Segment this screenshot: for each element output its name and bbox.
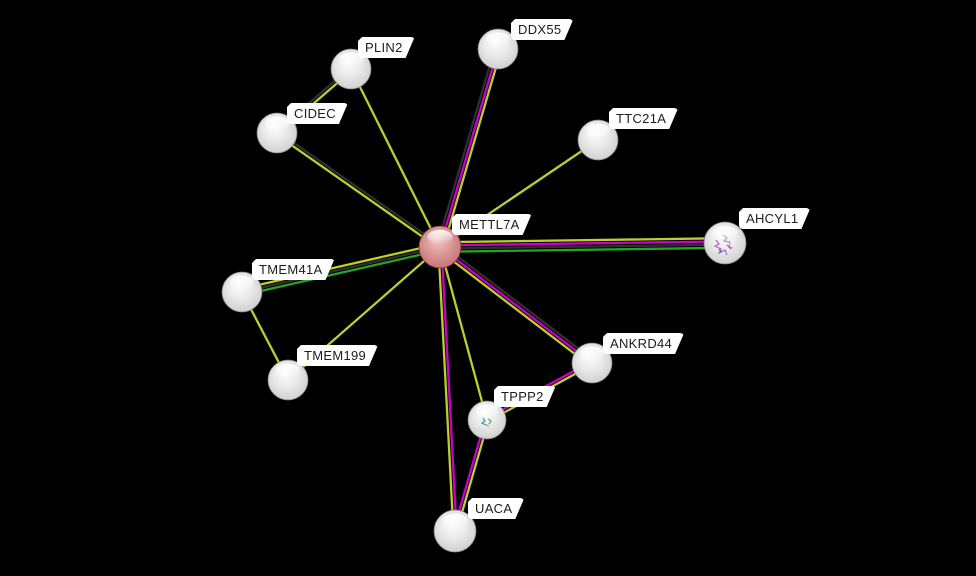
edge-line-neighborhood[interactable] — [440, 246, 726, 253]
sphere-gloss-highlight — [712, 225, 738, 241]
protein-structure-icon — [487, 418, 492, 425]
edge-mettl7a-tmem41a[interactable] — [241, 242, 441, 297]
edge-mettl7a-ankrd44[interactable] — [437, 243, 595, 367]
node-tppp2[interactable] — [467, 400, 507, 440]
edge-line-experiments[interactable] — [438, 48, 500, 248]
sphere-gloss-highlight — [339, 52, 363, 67]
edge-line-experiments[interactable] — [439, 246, 593, 364]
edge-mettl7a-ddx55[interactable] — [435, 47, 503, 249]
sphere-gloss-highlight — [427, 229, 453, 245]
node-label-tmem41a[interactable]: TMEM41A — [252, 259, 335, 280]
node-label-uaca[interactable]: UACA — [468, 498, 524, 519]
node-tmem199[interactable] — [267, 359, 309, 401]
sphere-gloss-highlight — [276, 363, 300, 378]
node-label-ddx55[interactable]: DDX55 — [511, 19, 573, 40]
edge-mettl7a-ahcyl1[interactable] — [439, 237, 726, 253]
edge-line-textmining[interactable] — [275, 133, 440, 250]
sphere-gloss-highlight — [230, 275, 254, 290]
edge-line-neighborhood[interactable] — [242, 248, 441, 297]
sphere-gloss-highlight — [486, 32, 510, 47]
node-label-plin2[interactable]: PLIN2 — [358, 37, 415, 58]
node-ttc21a[interactable] — [577, 119, 619, 161]
sphere-gloss-highlight — [580, 346, 604, 361]
node-mettl7a[interactable] — [418, 225, 462, 269]
node-label-ahcyl1[interactable]: AHCYL1 — [739, 208, 810, 229]
edge-line-textmining[interactable] — [349, 68, 442, 248]
node-tmem41a[interactable] — [221, 271, 263, 313]
edge-line-textmining[interactable] — [437, 247, 455, 532]
edge-line-textmining[interactable] — [241, 242, 440, 291]
edge-line-coexpression[interactable] — [440, 243, 726, 250]
protein-structure-icon — [480, 417, 487, 426]
node-label-mettl7a[interactable]: METTL7A — [452, 214, 532, 235]
edge-line-textmining[interactable] — [441, 49, 503, 249]
sphere-gloss-highlight — [586, 123, 610, 138]
edge-line-textmining[interactable] — [437, 248, 591, 367]
edge-line-coexpression[interactable] — [441, 243, 595, 362]
edge-line-coexpression[interactable] — [277, 130, 442, 247]
edge-mettl7a-uaca[interactable] — [437, 246, 458, 532]
protein-structure-icon — [485, 424, 490, 427]
edge-line-textmining[interactable] — [438, 246, 489, 421]
edge-mettl7a-plin2[interactable] — [349, 68, 442, 248]
node-ahcyl1[interactable] — [703, 221, 747, 265]
edge-line-textmining[interactable] — [439, 237, 725, 244]
sphere-gloss-highlight — [442, 513, 468, 529]
node-label-cidec[interactable]: CIDEC — [287, 103, 348, 124]
node-ankrd44[interactable] — [571, 342, 613, 384]
sphere-gloss-highlight — [265, 116, 289, 131]
edge-mettl7a-tppp2[interactable] — [438, 246, 489, 421]
protein-structure-icon — [718, 244, 732, 253]
node-plin2[interactable] — [330, 48, 372, 90]
sphere-gloss-highlight — [475, 404, 499, 418]
edge-line-coexpression[interactable] — [241, 245, 441, 294]
node-cidec[interactable] — [256, 112, 298, 154]
edge-mettl7a-cidec[interactable] — [275, 130, 442, 250]
edge-line-experiments[interactable] — [439, 240, 725, 247]
node-label-tppp2[interactable]: TPPP2 — [494, 386, 556, 407]
protein-structure-icon — [713, 239, 728, 256]
node-label-tmem199[interactable]: TMEM199 — [297, 345, 378, 366]
node-uaca[interactable] — [433, 509, 477, 553]
edge-line-coexpression[interactable] — [435, 47, 497, 247]
edge-line-experiments[interactable] — [440, 246, 458, 531]
node-label-ttc21a[interactable]: TTC21A — [609, 108, 678, 129]
node-label-ankrd44[interactable]: ANKRD44 — [603, 333, 684, 354]
node-ddx55[interactable] — [477, 28, 519, 70]
